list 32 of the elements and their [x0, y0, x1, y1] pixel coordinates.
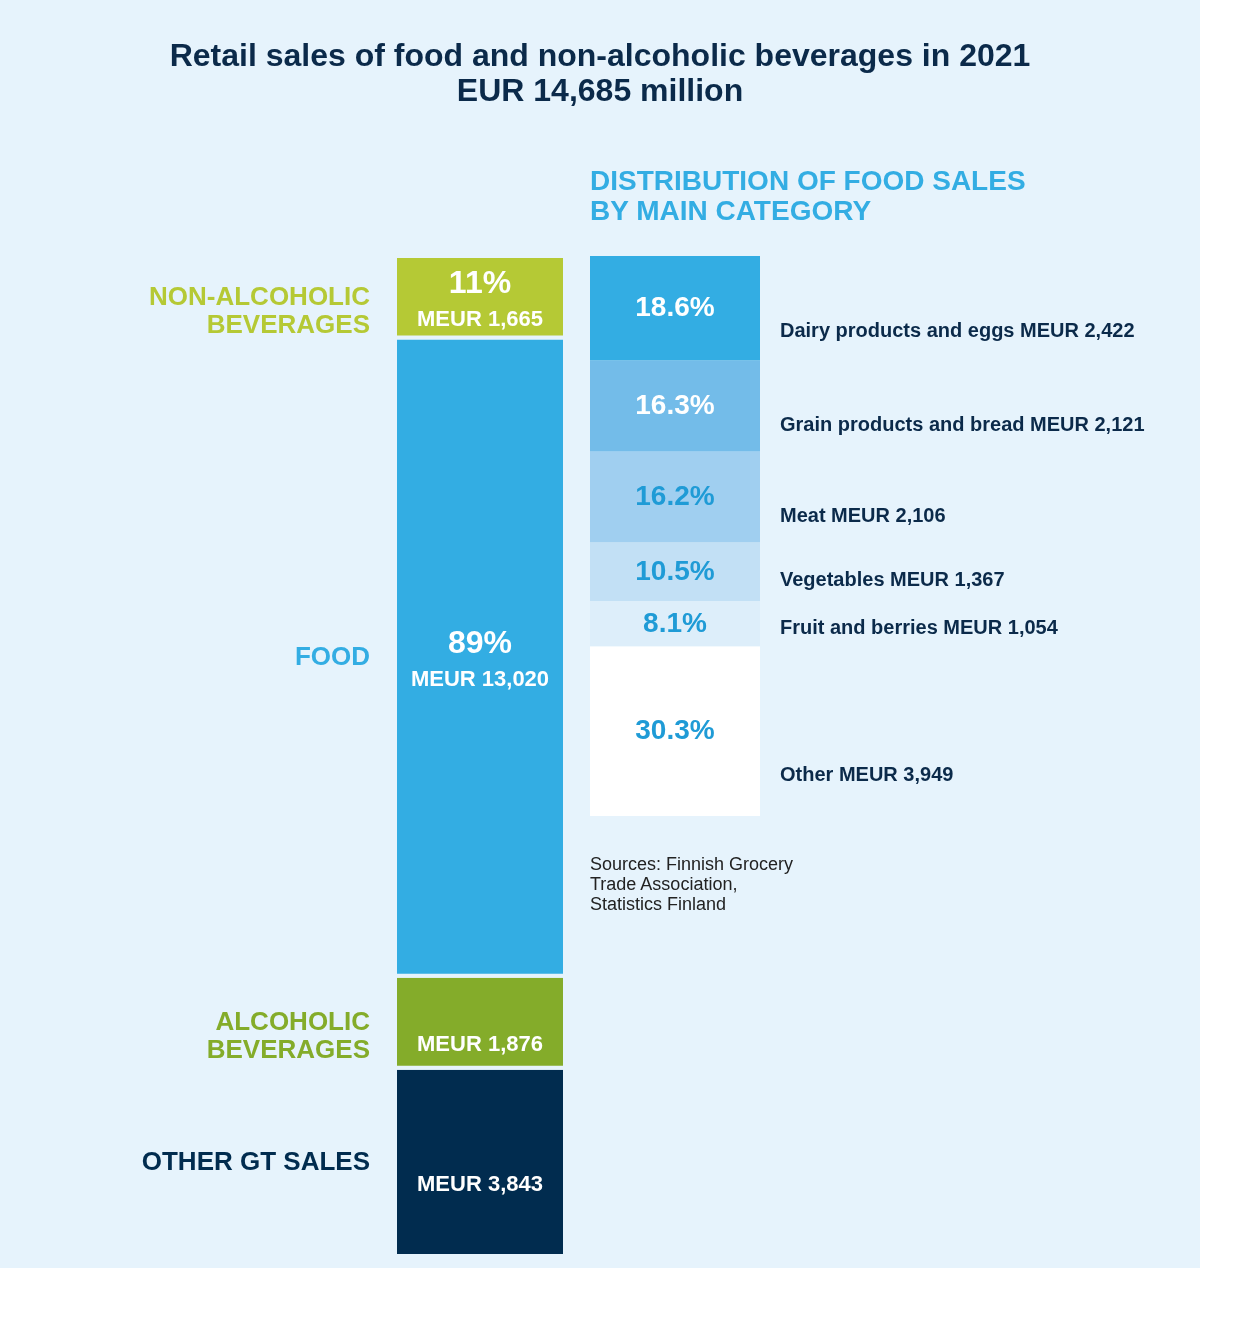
- data-label: 8.1%: [643, 606, 708, 638]
- bar: [590, 360, 760, 452]
- chart-title: Retail sales of food and non-alcoholic beverages in 2021: [169, 37, 1031, 73]
- annotation: 89%: [447, 623, 513, 660]
- data-label: MEUR 13,020: [410, 665, 550, 691]
- data-label: 16.2%: [635, 479, 715, 511]
- data-label: 18.6%: [635, 291, 715, 323]
- annotation: 11%: [448, 263, 512, 300]
- chart-subtitle: EUR 14,685 million: [456, 72, 744, 108]
- series-label: Dairy products and eggs MEUR 2,422: [780, 319, 1135, 342]
- bar: [590, 600, 760, 647]
- series-label: Fruit and berries MEUR 1,054: [780, 616, 1059, 639]
- bar: [590, 542, 760, 601]
- series-label: ALCOHOLIC BEVERAGES: [206, 1005, 371, 1064]
- data-label: MEUR 1,665: [417, 305, 543, 331]
- series-label: OTHER GT SALES: [141, 1145, 370, 1176]
- series-label: Grain products and bread MEUR 2,121: [780, 413, 1145, 436]
- chart-title: DISTRIBUTION OF FOOD SALES BY MAIN CATEGORY: [590, 165, 1026, 226]
- series-label: FOOD: [294, 640, 370, 671]
- series-label: Meat MEUR 2,106: [780, 503, 946, 526]
- bar: [590, 256, 760, 361]
- bar: [590, 646, 760, 816]
- data-label: MEUR 3,843: [417, 1170, 543, 1196]
- data-label: 10.5%: [635, 554, 715, 586]
- source-note: Sources: Finnish Grocery Trade Association, Statistics Finland: [590, 854, 794, 914]
- bar: [590, 451, 760, 543]
- series-label: Other MEUR 3,949: [780, 763, 954, 786]
- data-label: 16.3%: [635, 388, 715, 420]
- data-label: 30.3%: [635, 714, 715, 746]
- series-label: Vegetables MEUR 1,367: [780, 568, 1005, 591]
- series-label: NON-ALCOHOLIC BEVERAGES: [149, 280, 371, 339]
- data-label: MEUR 1,876: [417, 1030, 543, 1056]
